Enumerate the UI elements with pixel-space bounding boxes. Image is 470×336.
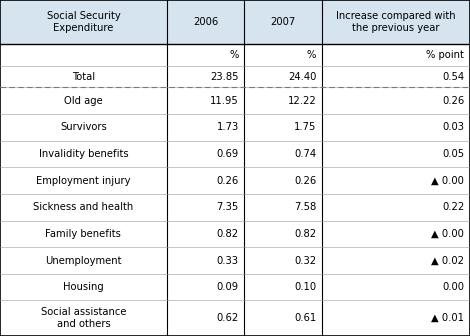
- Text: 2007: 2007: [271, 17, 296, 27]
- Text: 7.58: 7.58: [294, 202, 316, 212]
- Text: 0.61: 0.61: [294, 313, 316, 323]
- Text: 2006: 2006: [193, 17, 218, 27]
- Text: Unemployment: Unemployment: [45, 255, 122, 265]
- Text: 12.22: 12.22: [288, 96, 316, 106]
- Text: 0.62: 0.62: [217, 313, 239, 323]
- Text: 0.10: 0.10: [294, 282, 316, 292]
- Text: % point: % point: [426, 50, 464, 60]
- Text: 0.03: 0.03: [442, 122, 464, 132]
- Text: ▲ 0.02: ▲ 0.02: [431, 255, 464, 265]
- Text: Survivors: Survivors: [60, 122, 107, 132]
- Text: 0.74: 0.74: [294, 149, 316, 159]
- Text: 23.85: 23.85: [210, 72, 239, 82]
- Text: 0.00: 0.00: [442, 282, 464, 292]
- Text: 0.82: 0.82: [217, 229, 239, 239]
- Text: 0.26: 0.26: [294, 176, 316, 185]
- Text: 0.09: 0.09: [217, 282, 239, 292]
- Text: Employment injury: Employment injury: [36, 176, 131, 185]
- Text: 0.26: 0.26: [442, 96, 464, 106]
- Text: Increase compared with
the previous year: Increase compared with the previous year: [336, 11, 456, 33]
- Text: 0.05: 0.05: [442, 149, 464, 159]
- Text: 1.73: 1.73: [217, 122, 239, 132]
- Text: ▲ 0.00: ▲ 0.00: [431, 229, 464, 239]
- Text: 0.82: 0.82: [294, 229, 316, 239]
- FancyBboxPatch shape: [0, 0, 470, 44]
- Text: 0.69: 0.69: [217, 149, 239, 159]
- Text: Family benefits: Family benefits: [46, 229, 121, 239]
- Text: 11.95: 11.95: [210, 96, 239, 106]
- Text: Social assistance
and others: Social assistance and others: [41, 307, 126, 329]
- Text: ▲ 0.01: ▲ 0.01: [431, 313, 464, 323]
- Text: 1.75: 1.75: [294, 122, 316, 132]
- Text: 0.33: 0.33: [217, 255, 239, 265]
- Text: Social Security
Expenditure: Social Security Expenditure: [47, 11, 120, 33]
- Text: Total: Total: [72, 72, 95, 82]
- Text: 0.54: 0.54: [442, 72, 464, 82]
- Text: %: %: [229, 50, 239, 60]
- Text: ▲ 0.00: ▲ 0.00: [431, 176, 464, 185]
- Text: 0.26: 0.26: [217, 176, 239, 185]
- Text: Sickness and health: Sickness and health: [33, 202, 133, 212]
- Text: 0.32: 0.32: [294, 255, 316, 265]
- Text: 7.35: 7.35: [217, 202, 239, 212]
- Text: 24.40: 24.40: [288, 72, 316, 82]
- Text: 0.22: 0.22: [442, 202, 464, 212]
- Text: %: %: [307, 50, 316, 60]
- Text: Housing: Housing: [63, 282, 104, 292]
- Text: Invalidity benefits: Invalidity benefits: [39, 149, 128, 159]
- Text: Old age: Old age: [64, 96, 103, 106]
